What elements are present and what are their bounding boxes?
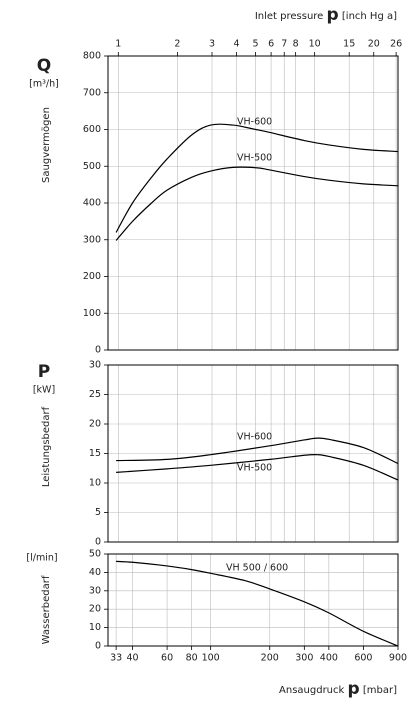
x2-tick-label: 3 <box>209 39 215 50</box>
x-tick-label: 900 <box>389 653 407 664</box>
series-line <box>116 560 399 647</box>
x2-tick-label: 26 <box>390 39 402 50</box>
x2-tick-label: 1 <box>115 39 121 50</box>
y-tick-label: 20 <box>89 419 101 430</box>
y-symbol: P <box>38 362 50 382</box>
x2-tick-label: 20 <box>368 39 380 50</box>
label-part: p <box>327 5 339 25</box>
label-part: Inlet pressure <box>255 11 324 22</box>
y-tick-label: 0 <box>95 537 101 548</box>
y-unit: [m³/h] <box>29 79 59 90</box>
series-line <box>116 437 399 465</box>
y-tick-label: 25 <box>89 389 101 400</box>
y-tick-label: 0 <box>95 641 101 652</box>
x-tick-label: 60 <box>161 653 173 664</box>
plot-frame <box>107 364 399 543</box>
series-label: VH 500 / 600 <box>226 563 288 574</box>
series-label: VH-600 <box>237 117 272 128</box>
label-part: p <box>348 679 360 699</box>
y-unit: [kW] <box>33 385 55 396</box>
y-axis-label: Wasserbedarf <box>41 575 52 644</box>
y-tick-label: 30 <box>89 360 101 371</box>
x-tick-label: 100 <box>202 653 220 664</box>
x2-tick-label: 4 <box>233 39 239 50</box>
x-tick-label: 200 <box>261 653 279 664</box>
x-tick-label: 600 <box>354 653 372 664</box>
top-axis-label: Inlet pressure p [inch Hg a] <box>255 5 397 25</box>
y-unit: [l/min] <box>26 553 57 564</box>
x2-tick-label: 2 <box>174 39 180 50</box>
y-tick-label: 15 <box>89 448 101 459</box>
x2-tick-label: 5 <box>253 39 259 50</box>
y-symbol: Q <box>37 56 51 76</box>
y-tick-label: 30 <box>89 585 101 596</box>
x2-tick-label: 7 <box>281 39 287 50</box>
plot-frame <box>107 55 399 351</box>
x2-tick-label: 15 <box>343 39 355 50</box>
y-tick-label: 10 <box>89 478 101 489</box>
bottom-axis-label: Ansaugdruck p [mbar] <box>279 679 397 699</box>
y-tick-label: 100 <box>83 308 101 319</box>
x2-tick-label: 6 <box>268 39 274 50</box>
y-axis-label: Saugvermögen <box>41 107 52 183</box>
x-tick-label: 80 <box>186 653 198 664</box>
y-tick-label: 600 <box>83 124 101 135</box>
y-tick-label: 700 <box>83 87 101 98</box>
y-tick-label: 200 <box>83 271 101 282</box>
label-part: [inch Hg a] <box>342 11 397 22</box>
label-part: Ansaugdruck <box>279 685 344 696</box>
y-tick-label: 300 <box>83 234 101 245</box>
y-axis-label: Leistungsbedarf <box>41 406 52 487</box>
y-tick-label: 5 <box>95 507 101 518</box>
y-tick-label: 800 <box>83 51 101 62</box>
y-tick-label: 10 <box>89 622 101 633</box>
y-tick-label: 0 <box>95 345 101 356</box>
x2-tick-label: 8 <box>293 39 299 50</box>
y-tick-label: 50 <box>89 549 101 560</box>
x2-tick-label: 10 <box>309 39 321 50</box>
series-label: VH-500 <box>237 153 272 164</box>
y-tick-label: 400 <box>83 198 101 209</box>
label-part: [mbar] <box>363 685 397 696</box>
series-line <box>115 166 399 241</box>
x-tick-label: 40 <box>126 653 138 664</box>
series-label: VH-500 <box>237 463 272 474</box>
y-tick-label: 500 <box>83 161 101 172</box>
x-tick-label: 300 <box>295 653 313 664</box>
y-tick-label: 20 <box>89 604 101 615</box>
x-tick-label: 33 <box>110 653 122 664</box>
x-tick-label: 400 <box>320 653 338 664</box>
y-tick-label: 40 <box>89 567 101 578</box>
series-label: VH-600 <box>237 432 272 443</box>
series-line <box>116 453 399 481</box>
plot-frame <box>107 553 399 647</box>
series-line <box>115 123 399 233</box>
